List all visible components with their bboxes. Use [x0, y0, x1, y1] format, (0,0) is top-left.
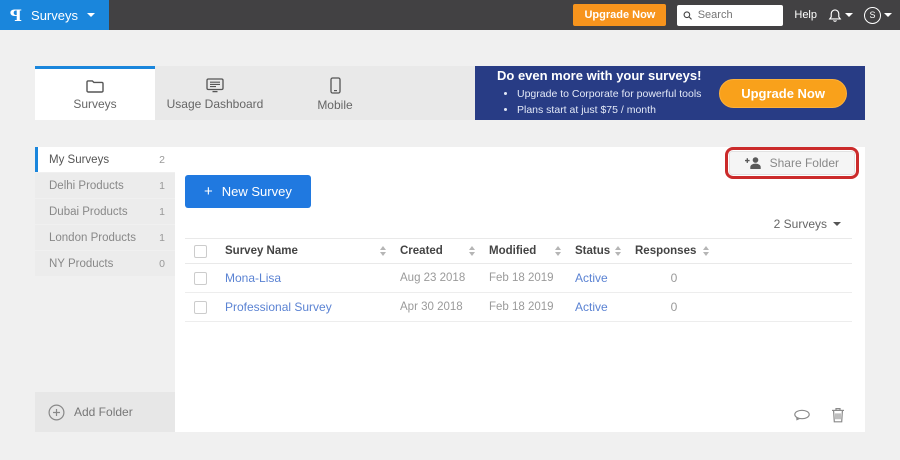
banner-text: Do even more with your surveys! Upgrade … — [497, 68, 701, 119]
responses-cell: 0 — [670, 271, 678, 285]
sidebar-item-london-products[interactable]: London Products 1 — [35, 225, 175, 250]
sort-icon — [703, 246, 709, 256]
row-checkbox[interactable] — [194, 271, 207, 285]
select-all-checkbox[interactable] — [194, 244, 207, 258]
column-label: Created — [400, 245, 443, 257]
account-menu[interactable]: S — [864, 6, 892, 24]
add-folder-button[interactable]: Add Folder — [35, 392, 175, 432]
banner-upgrade-button[interactable]: Upgrade Now — [719, 78, 847, 108]
folder-count: 1 — [159, 179, 165, 192]
person-add-icon — [744, 157, 761, 169]
modified-cell: Feb 18 2019 — [489, 272, 554, 284]
tab-strip: Surveys Usage Dashboard Mobile — [35, 66, 475, 120]
tab-usage-dashboard[interactable]: Usage Dashboard — [155, 66, 275, 120]
folder-count: 2 — [159, 153, 165, 166]
status-cell[interactable]: Active — [575, 300, 608, 314]
trash-icon — [832, 408, 844, 423]
status-cell[interactable]: Active — [575, 271, 608, 285]
new-survey-label: New Survey — [221, 184, 292, 199]
column-header-status[interactable]: Status — [575, 245, 635, 257]
bell-icon — [828, 8, 842, 22]
upsell-banner: Do even more with your surveys! Upgrade … — [475, 66, 865, 120]
folder-sidebar: My Surveys 2 Delhi Products 1 Dubai Prod… — [35, 147, 175, 432]
plus-icon: + — [204, 183, 213, 200]
sidebar-item-dubai-products[interactable]: Dubai Products 1 — [35, 199, 175, 224]
search-input[interactable] — [697, 9, 778, 21]
surveys-count-label: 2 Surveys — [773, 217, 827, 231]
app-menu-label: Surveys — [31, 7, 78, 23]
sort-icon — [380, 246, 386, 256]
plus-circle-icon — [48, 403, 65, 421]
surveys-count-dropdown[interactable]: 2 Surveys — [175, 217, 865, 231]
avatar: S — [864, 6, 881, 24]
created-cell: Apr 30 2018 — [400, 301, 463, 313]
share-folder-label: Share Folder — [769, 156, 839, 170]
brand-logo: P — [10, 5, 23, 25]
tab-mobile[interactable]: Mobile — [275, 66, 395, 120]
banner-bullet: Plans start at just $75 / month — [517, 102, 701, 118]
table-row: Professional Survey Apr 30 2018 Feb 18 2… — [185, 293, 852, 322]
folder-label: NY Products — [49, 257, 114, 270]
sidebar-item-ny-products[interactable]: NY Products 0 — [35, 251, 175, 276]
column-label: Modified — [489, 245, 537, 257]
help-link[interactable]: Help — [794, 9, 817, 21]
folder-label: Delhi Products — [49, 179, 124, 192]
search-icon — [683, 10, 693, 20]
column-header-modified[interactable]: Modified — [489, 245, 575, 257]
sidebar-spacer — [35, 277, 175, 392]
table-header-row: Survey Name Created Modified Status — [185, 238, 852, 264]
folder-count: 1 — [159, 231, 165, 244]
app-switcher-menu[interactable]: P Surveys — [0, 0, 109, 30]
survey-name-link[interactable]: Mona-Lisa — [225, 271, 282, 285]
column-label: Survey Name — [225, 245, 298, 257]
column-header-responses[interactable]: Responses — [635, 245, 713, 257]
new-survey-button[interactable]: + New Survey — [185, 175, 311, 208]
restore-icon — [794, 409, 810, 420]
folder-label: My Surveys — [49, 153, 110, 166]
sidebar-item-delhi-products[interactable]: Delhi Products 1 — [35, 173, 175, 198]
tab-label: Usage Dashboard — [166, 97, 264, 111]
banner-bullet: Upgrade to Corporate for powerful tools — [517, 86, 701, 102]
folder-count: 1 — [159, 205, 165, 218]
surveys-table: Survey Name Created Modified Status — [185, 238, 852, 322]
sort-icon — [469, 246, 475, 256]
upgrade-now-button[interactable]: Upgrade Now — [573, 4, 667, 26]
sort-icon — [615, 246, 621, 256]
mobile-icon — [329, 77, 341, 94]
modified-cell: Feb 18 2019 — [489, 301, 554, 313]
sidebar-item-my-surveys[interactable]: My Surveys 2 — [35, 147, 175, 172]
folder-label: London Products — [49, 231, 136, 244]
folder-icon — [86, 79, 104, 93]
row-checkbox[interactable] — [194, 300, 207, 314]
tab-label: Surveys — [73, 96, 117, 111]
tab-surveys[interactable]: Surveys — [35, 66, 155, 120]
dashboard-icon — [206, 78, 224, 93]
column-header-survey-name[interactable]: Survey Name — [225, 245, 400, 257]
folder-count: 0 — [159, 257, 165, 270]
column-header-created[interactable]: Created — [400, 245, 489, 257]
trash-button[interactable] — [831, 407, 845, 423]
sort-icon — [555, 246, 561, 256]
survey-name-link[interactable]: Professional Survey — [225, 300, 332, 314]
responses-cell: 0 — [670, 300, 678, 314]
top-bar: P Surveys Upgrade Now Help S — [0, 0, 900, 30]
restore-button[interactable] — [793, 409, 811, 422]
chevron-down-icon — [845, 13, 853, 17]
table-row: Mona-Lisa Aug 23 2018 Feb 18 2019 Active… — [185, 264, 852, 293]
surveys-panel: Share Folder + New Survey 2 Surveys Surv… — [175, 147, 865, 432]
created-cell: Aug 23 2018 — [400, 272, 466, 284]
notifications-button[interactable] — [828, 8, 853, 23]
tab-label: Mobile — [317, 98, 353, 112]
search-box[interactable] — [677, 4, 784, 26]
folder-label: Dubai Products — [49, 205, 128, 218]
add-folder-label: Add Folder — [74, 405, 133, 419]
annotation-highlight: Share Folder — [724, 147, 859, 179]
share-folder-button[interactable]: Share Folder — [728, 151, 855, 175]
chevron-down-icon — [833, 222, 841, 226]
column-label: Responses — [635, 245, 697, 257]
chevron-down-icon — [87, 13, 95, 17]
banner-title: Do even more with your surveys! — [497, 67, 702, 83]
chevron-down-icon — [884, 13, 892, 17]
column-label: Status — [575, 245, 611, 257]
